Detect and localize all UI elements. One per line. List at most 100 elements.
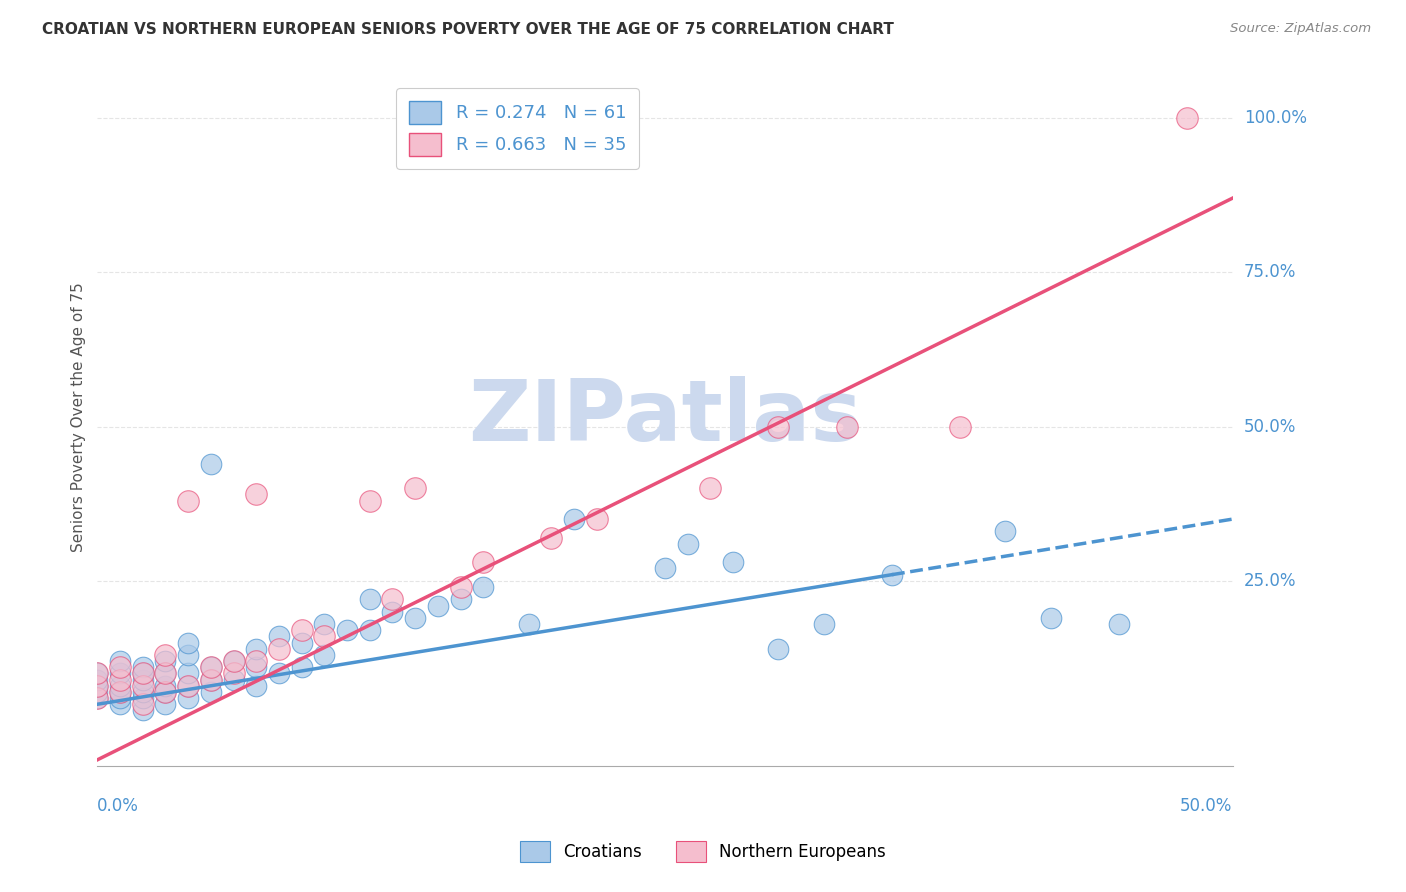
- Point: [472, 580, 495, 594]
- Point: [155, 648, 177, 662]
- Point: [404, 611, 426, 625]
- Legend: R = 0.274   N = 61, R = 0.663   N = 35: R = 0.274 N = 61, R = 0.663 N = 35: [396, 88, 638, 169]
- Point: [177, 679, 200, 693]
- Point: [108, 685, 131, 699]
- Point: [200, 673, 222, 687]
- Point: [585, 512, 607, 526]
- Point: [155, 666, 177, 681]
- Point: [291, 660, 314, 674]
- Point: [450, 592, 472, 607]
- Point: [177, 691, 200, 706]
- Point: [1039, 611, 1062, 625]
- Point: [86, 679, 108, 693]
- Point: [245, 654, 267, 668]
- Point: [404, 481, 426, 495]
- Point: [835, 419, 858, 434]
- Point: [291, 635, 314, 649]
- Point: [721, 555, 744, 569]
- Point: [245, 487, 267, 501]
- Point: [359, 624, 381, 638]
- Point: [1175, 111, 1198, 125]
- Text: 50.0%: 50.0%: [1180, 797, 1233, 814]
- Point: [245, 641, 267, 656]
- Point: [517, 617, 540, 632]
- Point: [108, 685, 131, 699]
- Y-axis label: Seniors Poverty Over the Age of 75: Seniors Poverty Over the Age of 75: [72, 283, 86, 552]
- Point: [108, 679, 131, 693]
- Point: [222, 673, 245, 687]
- Point: [562, 512, 585, 526]
- Text: 50.0%: 50.0%: [1244, 417, 1296, 435]
- Point: [245, 679, 267, 693]
- Point: [359, 592, 381, 607]
- Point: [155, 666, 177, 681]
- Point: [200, 673, 222, 687]
- Point: [949, 419, 972, 434]
- Point: [540, 531, 562, 545]
- Point: [291, 624, 314, 638]
- Point: [155, 685, 177, 699]
- Point: [200, 685, 222, 699]
- Point: [132, 666, 155, 681]
- Point: [381, 605, 404, 619]
- Point: [108, 673, 131, 687]
- Text: ZIPatlas: ZIPatlas: [468, 376, 862, 458]
- Point: [768, 641, 790, 656]
- Point: [132, 679, 155, 693]
- Point: [654, 561, 676, 575]
- Point: [381, 592, 404, 607]
- Text: 25.0%: 25.0%: [1244, 572, 1296, 590]
- Point: [132, 691, 155, 706]
- Point: [108, 660, 131, 674]
- Point: [768, 419, 790, 434]
- Text: Source: ZipAtlas.com: Source: ZipAtlas.com: [1230, 22, 1371, 36]
- Point: [132, 673, 155, 687]
- Text: 100.0%: 100.0%: [1244, 109, 1306, 127]
- Point: [813, 617, 835, 632]
- Point: [86, 666, 108, 681]
- Point: [267, 629, 290, 643]
- Point: [267, 641, 290, 656]
- Point: [314, 629, 336, 643]
- Point: [155, 679, 177, 693]
- Point: [994, 524, 1017, 539]
- Legend: Croatians, Northern Europeans: Croatians, Northern Europeans: [512, 832, 894, 871]
- Point: [177, 648, 200, 662]
- Point: [472, 555, 495, 569]
- Text: 75.0%: 75.0%: [1244, 263, 1296, 281]
- Point: [108, 691, 131, 706]
- Text: CROATIAN VS NORTHERN EUROPEAN SENIORS POVERTY OVER THE AGE OF 75 CORRELATION CHA: CROATIAN VS NORTHERN EUROPEAN SENIORS PO…: [42, 22, 894, 37]
- Point: [86, 679, 108, 693]
- Point: [155, 698, 177, 712]
- Point: [200, 660, 222, 674]
- Point: [200, 660, 222, 674]
- Point: [86, 685, 108, 699]
- Point: [177, 666, 200, 681]
- Point: [200, 457, 222, 471]
- Point: [314, 648, 336, 662]
- Point: [177, 679, 200, 693]
- Point: [155, 654, 177, 668]
- Point: [676, 537, 699, 551]
- Point: [108, 698, 131, 712]
- Point: [245, 660, 267, 674]
- Text: 0.0%: 0.0%: [97, 797, 139, 814]
- Point: [132, 685, 155, 699]
- Point: [1108, 617, 1130, 632]
- Point: [86, 691, 108, 706]
- Point: [336, 624, 359, 638]
- Point: [450, 580, 472, 594]
- Point: [132, 660, 155, 674]
- Point: [86, 666, 108, 681]
- Point: [222, 654, 245, 668]
- Point: [132, 703, 155, 717]
- Point: [426, 599, 449, 613]
- Point: [132, 666, 155, 681]
- Point: [86, 691, 108, 706]
- Point: [699, 481, 721, 495]
- Point: [177, 493, 200, 508]
- Point: [880, 567, 903, 582]
- Point: [108, 666, 131, 681]
- Point: [267, 666, 290, 681]
- Point: [222, 666, 245, 681]
